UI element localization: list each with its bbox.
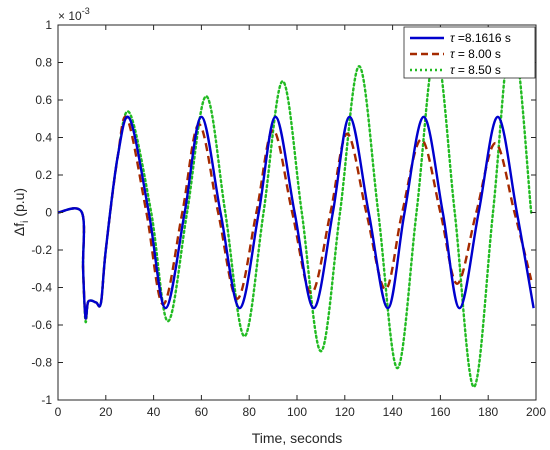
legend-entry-2: τ = 8.50 s bbox=[450, 63, 501, 77]
x-tick-label: 100 bbox=[287, 405, 307, 419]
x-tick-label: 200 bbox=[526, 405, 546, 419]
legend-entry-0: τ =8.1616 s bbox=[450, 31, 511, 45]
x-axis-label: Time, seconds bbox=[252, 430, 343, 446]
x-tick-label: 40 bbox=[147, 405, 161, 419]
x-tick-label: 60 bbox=[195, 405, 209, 419]
x-tick-label: 20 bbox=[99, 405, 113, 419]
y-tick-label: -0.4 bbox=[31, 281, 52, 295]
x-tick-label: 80 bbox=[243, 405, 257, 419]
y-tick-label: -1 bbox=[41, 393, 52, 407]
y-multiplier-exponent: -3 bbox=[82, 6, 90, 16]
x-tick-label: 160 bbox=[430, 405, 450, 419]
y-tick-label: 0.2 bbox=[35, 168, 52, 182]
x-tick-label: 0 bbox=[55, 405, 62, 419]
x-tick-label: 140 bbox=[383, 405, 403, 419]
y-tick-label: 0.6 bbox=[35, 93, 52, 107]
x-tick-label: 120 bbox=[335, 405, 355, 419]
series-layer bbox=[58, 29, 535, 389]
y-tick-label: 1 bbox=[45, 18, 52, 32]
legend: τ =8.1616 s τ = 8.00 s τ = 8.50 s bbox=[403, 26, 536, 79]
y-axis-label: Δfi (p.u) bbox=[11, 188, 31, 236]
legend-entry-1: τ = 8.00 s bbox=[450, 47, 501, 61]
x-tick-label: 180 bbox=[478, 405, 498, 419]
y-axis-label-unit: (p.u) bbox=[11, 188, 27, 221]
y-tick-label: -0.6 bbox=[31, 318, 52, 332]
y-tick-label: 0 bbox=[45, 206, 52, 220]
y-multiplier-label: × 10-3 bbox=[58, 6, 90, 23]
y-tick-label: 0.4 bbox=[35, 131, 52, 145]
y-tick-label: -0.8 bbox=[31, 356, 52, 370]
ticks-layer: 0 20 40 60 80 100 120 140 160 180 200 -1 -0.8 -0.6 -0.… bbox=[31, 18, 546, 419]
y-tick-label: -0.2 bbox=[31, 243, 52, 257]
plot-area bbox=[57, 24, 537, 401]
y-tick-label: 0.8 bbox=[35, 56, 52, 70]
series-line-0 bbox=[58, 115, 535, 320]
y-axis-label-subscript: i bbox=[20, 221, 31, 223]
